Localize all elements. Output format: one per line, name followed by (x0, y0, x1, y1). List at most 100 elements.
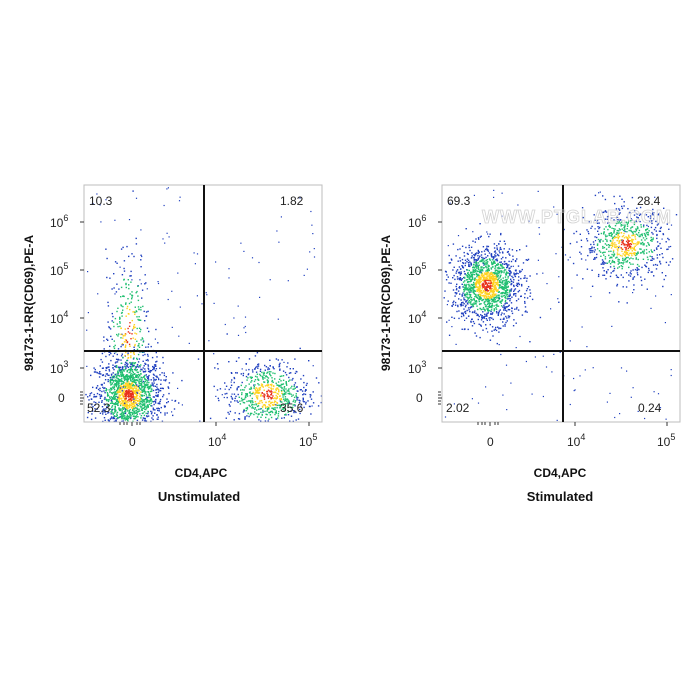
data-point (609, 263, 612, 265)
data-point (108, 327, 111, 329)
data-point (500, 264, 502, 267)
data-point (487, 309, 490, 312)
data-point (205, 292, 207, 294)
data-point (128, 416, 131, 418)
data-point (511, 312, 514, 315)
data-point (501, 288, 504, 290)
data-point (137, 361, 140, 363)
data-point (122, 356, 124, 359)
data-point (221, 394, 223, 396)
data-point (284, 371, 287, 374)
data-point (152, 366, 155, 369)
data-point (473, 302, 475, 304)
data-point (257, 367, 259, 369)
data-point (494, 262, 496, 264)
data-point (119, 403, 122, 405)
data-point (482, 246, 485, 248)
data-point (590, 243, 592, 246)
data-point (668, 238, 670, 241)
data-point (280, 384, 282, 387)
data-point (656, 237, 658, 240)
data-point (625, 221, 628, 224)
data-point (109, 376, 112, 379)
data-point (479, 236, 482, 238)
data-point (286, 384, 288, 386)
data-point (502, 286, 505, 289)
data-point (250, 400, 252, 402)
data-point (113, 347, 116, 350)
data-point (285, 382, 287, 384)
data-point (481, 258, 483, 261)
data-point (478, 274, 480, 276)
data-point (148, 387, 150, 389)
data-point (648, 230, 650, 232)
data-point (145, 398, 147, 401)
data-point (292, 400, 294, 403)
data-point (137, 353, 140, 356)
data-point (542, 395, 544, 398)
data-point (303, 386, 305, 389)
data-point (297, 396, 299, 399)
data-point (117, 383, 119, 386)
data-point (485, 264, 487, 266)
data-point (482, 298, 484, 301)
data-point (240, 397, 243, 399)
data-point (511, 249, 514, 251)
data-point (241, 392, 243, 394)
data-point (92, 386, 94, 389)
data-point (113, 287, 115, 289)
data-point (241, 368, 243, 370)
data-point (506, 286, 508, 288)
data-point (269, 405, 272, 407)
data-point (134, 390, 137, 392)
data-point (262, 378, 264, 380)
data-point (627, 253, 629, 256)
quadrant-bottom-right-percent: 0.24 (638, 401, 662, 415)
data-point (117, 370, 119, 372)
data-point (582, 278, 584, 280)
data-point (125, 303, 127, 305)
data-point (124, 354, 126, 357)
data-point (484, 310, 486, 312)
data-point (124, 379, 126, 382)
data-point (113, 386, 115, 388)
data-point (255, 391, 258, 394)
data-point (86, 365, 88, 367)
data-point (116, 333, 118, 336)
data-point (129, 414, 132, 416)
data-point (478, 238, 480, 240)
data-point (620, 221, 623, 223)
data-point (472, 304, 474, 306)
data-point (505, 302, 507, 304)
data-point (167, 187, 169, 189)
data-point (490, 268, 493, 270)
data-point (463, 308, 465, 310)
data-point (150, 370, 153, 372)
data-point (134, 362, 136, 364)
data-point (619, 222, 621, 224)
data-point (599, 191, 601, 193)
data-point (87, 312, 89, 314)
data-point (631, 234, 633, 237)
data-point (503, 279, 505, 282)
data-point (228, 277, 230, 279)
data-point (654, 263, 657, 266)
data-point (240, 384, 242, 387)
data-point (483, 278, 485, 280)
data-point (626, 251, 629, 254)
data-point (488, 303, 491, 305)
data-point (487, 273, 489, 275)
data-point (456, 278, 459, 280)
data-point (137, 306, 140, 308)
data-point (646, 233, 649, 236)
data-point (116, 384, 118, 386)
data-point (450, 258, 453, 260)
data-point (93, 396, 95, 398)
data-point (628, 274, 630, 276)
data-point (113, 387, 115, 390)
data-point (511, 275, 513, 278)
data-point (656, 224, 659, 226)
data-point (485, 299, 487, 301)
data-point (109, 379, 111, 381)
data-point (501, 263, 504, 265)
